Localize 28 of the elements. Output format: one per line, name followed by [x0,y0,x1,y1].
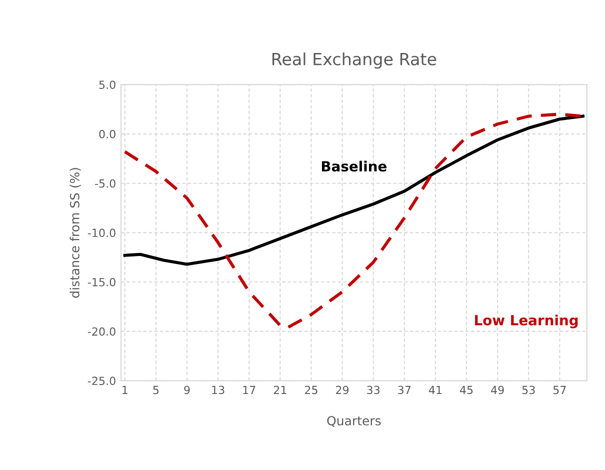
x-tick-label: 57 [553,386,566,394]
x-tick-label: 45 [460,386,473,394]
x-tick-label: 49 [491,386,504,394]
text: Low Learning [475,314,578,328]
x-tick-label: 33 [367,386,380,394]
y-tick-label: 5.0 [99,80,116,89]
x-tick-label: 13 [212,386,224,394]
x-tick-label: 53 [522,386,535,394]
y-axis-title: distance from SS (%) [70,168,81,298]
x-tick-label: 5 [153,386,159,394]
x-tick-label: 17 [243,386,256,394]
y-tick-label: -10.0 [88,228,116,238]
series-label: Baseline [322,160,386,172]
x-tick-label: 1 [122,386,128,394]
x-tick-label: 9 [184,386,190,394]
x-tick-label: 37 [398,386,411,394]
x-tick-label: 25 [304,386,318,394]
y-tick-label: -25.0 [88,376,116,386]
x-tick-label: 21 [274,386,286,394]
y-tick-label: -20.0 [88,327,116,336]
y-tick-label: 0.0 [99,130,116,138]
chart-title: Real Exchange Rate [272,52,436,69]
x-tick-label: 41 [428,386,442,394]
y-tick-label: -15.0 [88,278,116,286]
line-series [123,114,584,266]
x-tick-label: 29 [336,386,349,394]
y-tick-label: -5.0 [95,179,116,188]
x-axis-title: Quarters [327,416,381,427]
